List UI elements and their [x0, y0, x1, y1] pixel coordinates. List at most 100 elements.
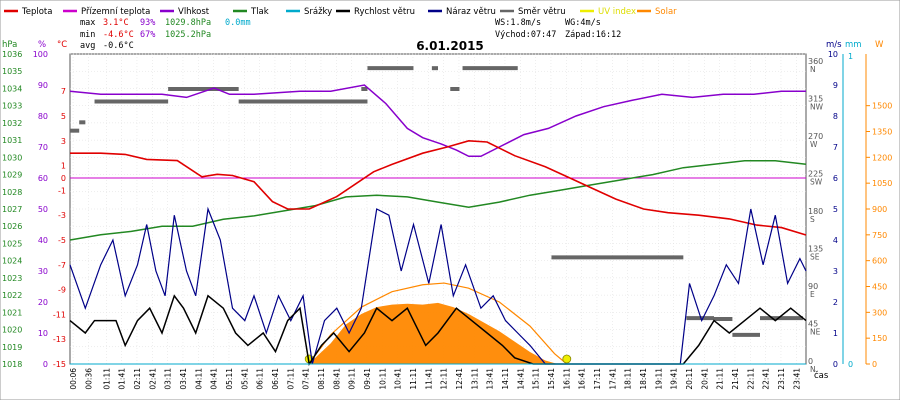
percent-tick-label: 0 — [43, 360, 48, 369]
direction-letter-label: N — [810, 65, 816, 74]
legend-label: Srážky — [304, 7, 332, 17]
w-tick-label: 600 — [872, 257, 887, 266]
wind-gust-line — [69, 206, 807, 365]
x-tick-label: 09:41 — [363, 368, 372, 390]
x-tick-label: 07:41 — [302, 368, 311, 390]
celsius-tick-label: 0 — [61, 174, 66, 183]
celsius-tick-label: -1 — [58, 186, 66, 195]
hpa-tick-label: 1030 — [2, 153, 22, 162]
x-tick-label: 10:41 — [394, 368, 403, 390]
x-tick-label: 01:11 — [102, 368, 111, 390]
hpa-tick-label: 1029 — [2, 171, 22, 180]
celsius-tick-label: -5 — [58, 236, 66, 245]
hpa-tick-label: 1035 — [2, 67, 22, 76]
ms-tick-label: 3 — [833, 267, 838, 276]
hpa-tick-label: 1028 — [2, 188, 22, 197]
x-tick-label: 14:11 — [501, 368, 510, 390]
stat-avg-label: avg — [80, 41, 95, 51]
x-tick-label: 15:41 — [547, 368, 556, 390]
ms-tick-label: 0 — [833, 360, 838, 369]
x-tick-label: 11:11 — [409, 368, 418, 390]
x-tick-label: 12:41 — [455, 368, 464, 390]
uv-marker — [562, 354, 572, 364]
celsius-tick-label: -13 — [53, 335, 66, 344]
hpa-tick-label: 1019 — [2, 343, 22, 352]
x-tick-label: 21:11 — [716, 368, 725, 390]
x-tick-label: 10:11 — [378, 368, 387, 390]
legend-label: Směr větru — [518, 7, 566, 17]
chart-title: 6.01.2015 — [416, 39, 484, 53]
x-tick-label: 05:11 — [225, 368, 234, 390]
x-tick-label: 07:11 — [286, 368, 295, 390]
axis-unit-celsius: °C — [57, 40, 67, 50]
ms-tick-label: 4 — [833, 236, 838, 245]
x-tick-label: 23:11 — [777, 368, 786, 390]
x-tick-label: 11:41 — [424, 368, 433, 390]
x-tick-label: 22:11 — [746, 368, 755, 390]
x-tick-label: 00:36 — [84, 368, 93, 390]
x-tick-label: 19:41 — [670, 368, 679, 390]
stat-min-temp: -4.6°C — [103, 30, 134, 40]
legend-label: Teplota — [21, 7, 52, 17]
percent-tick-label: 100 — [33, 50, 48, 59]
x-tick-label: 13:11 — [470, 368, 479, 390]
w-tick-label: 1500 — [872, 102, 892, 111]
x-tick-label: 15:11 — [532, 368, 541, 390]
legend-label: Náraz větru — [446, 7, 496, 17]
w-tick-label: 750 — [872, 231, 887, 240]
x-tick-label: 23:41 — [792, 368, 801, 390]
w-tick-label: 1350 — [872, 128, 892, 137]
hpa-tick-label: 1023 — [2, 274, 22, 283]
hpa-tick-label: 1026 — [2, 222, 22, 231]
hpa-tick-label: 1036 — [2, 50, 22, 59]
percent-tick-label: 20 — [38, 298, 48, 307]
direction-letter-label: N — [810, 365, 816, 374]
x-tick-label: 17:11 — [593, 368, 602, 390]
x-tick-label: 09:11 — [348, 368, 357, 390]
direction-letter-label: NW — [810, 103, 824, 112]
w-tick-label: 300 — [872, 308, 887, 317]
celsius-tick-label: 3 — [61, 137, 66, 146]
wind-speed-line — [69, 294, 807, 367]
hpa-tick-label: 1031 — [2, 136, 22, 145]
ms-tick-label: 6 — [833, 174, 838, 183]
series-layer — [69, 66, 807, 367]
celsius-tick-label: 7 — [61, 87, 66, 96]
stat-max-press: 1029.8hPa — [165, 18, 211, 28]
direction-letter-label: SW — [810, 178, 823, 187]
stat-max-temp: 3.1°C — [103, 18, 129, 28]
direction-letter-label: SE — [810, 253, 820, 262]
percent-tick-label: 90 — [38, 81, 48, 90]
x-tick-label: 17:41 — [608, 368, 617, 390]
percent-tick-label: 80 — [38, 112, 48, 121]
stat-sunrise: Východ:07:47 — [495, 30, 556, 40]
x-tick-label: 00:06 — [69, 368, 78, 390]
stat-min-hum: 67% — [140, 30, 155, 40]
stat-min-label: min — [80, 30, 95, 40]
percent-tick-label: 70 — [38, 143, 48, 152]
ms-tick-label: 5 — [833, 205, 838, 214]
direction-tick-label: 90 — [808, 282, 818, 291]
ms-tick-label: 2 — [833, 298, 838, 307]
direction-tick-label: 135 — [808, 245, 823, 254]
celsius-tick-label: -9 — [58, 286, 66, 295]
w-tick-label: 0 — [872, 360, 877, 369]
mm-tick-label: 0 — [848, 360, 853, 369]
percent-tick-label: 50 — [38, 205, 48, 214]
celsius-tick-label: -11 — [53, 310, 66, 319]
x-tick-label: 16:41 — [578, 368, 587, 390]
x-tick-label: 06:41 — [271, 368, 280, 390]
direction-tick-label: 360 — [808, 57, 823, 66]
x-tick-label: 02:41 — [148, 368, 157, 390]
x-tick-label: 14:41 — [516, 368, 525, 390]
stat-max-hum: 93% — [140, 18, 155, 28]
x-axis-label: čas — [814, 370, 829, 381]
stat-max-label: max — [80, 18, 95, 28]
celsius-tick-label: 1 — [61, 162, 66, 171]
hpa-tick-label: 1034 — [2, 84, 22, 93]
percent-tick-label: 60 — [38, 174, 48, 183]
ms-tick-label: 7 — [833, 143, 838, 152]
direction-tick-label: 45 — [808, 320, 818, 329]
